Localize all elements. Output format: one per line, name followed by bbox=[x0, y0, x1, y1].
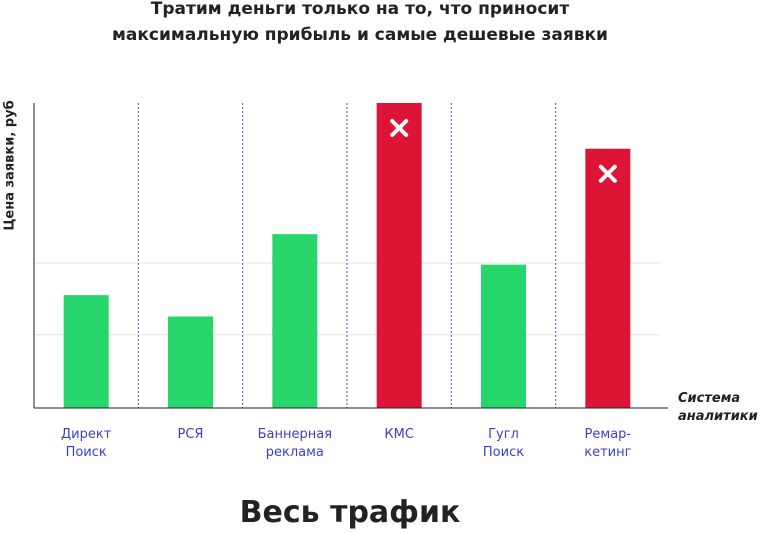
bar bbox=[168, 316, 213, 408]
cross-icon bbox=[390, 119, 409, 137]
chart-title: Тратим деньги только на то, что приносит… bbox=[112, 0, 608, 45]
x-tick-label: Директ Поиск bbox=[61, 427, 112, 460]
cross-icon bbox=[598, 164, 617, 183]
footer: Весь трафик bbox=[239, 495, 461, 530]
x-tick-label: Баннерная реклама bbox=[257, 427, 333, 460]
x-axis-label: Система аналитики bbox=[678, 391, 758, 424]
x-tick-label: КМС bbox=[384, 427, 414, 442]
bar bbox=[481, 264, 526, 408]
x-tick-label: РСЯ bbox=[177, 427, 204, 442]
x-tick-label: Ремар- кетинг bbox=[584, 427, 632, 460]
bar bbox=[272, 234, 318, 408]
bar bbox=[585, 148, 631, 408]
x-tick-label: Гугл Поиск bbox=[482, 427, 525, 460]
bar bbox=[376, 103, 422, 408]
bar bbox=[63, 295, 109, 408]
